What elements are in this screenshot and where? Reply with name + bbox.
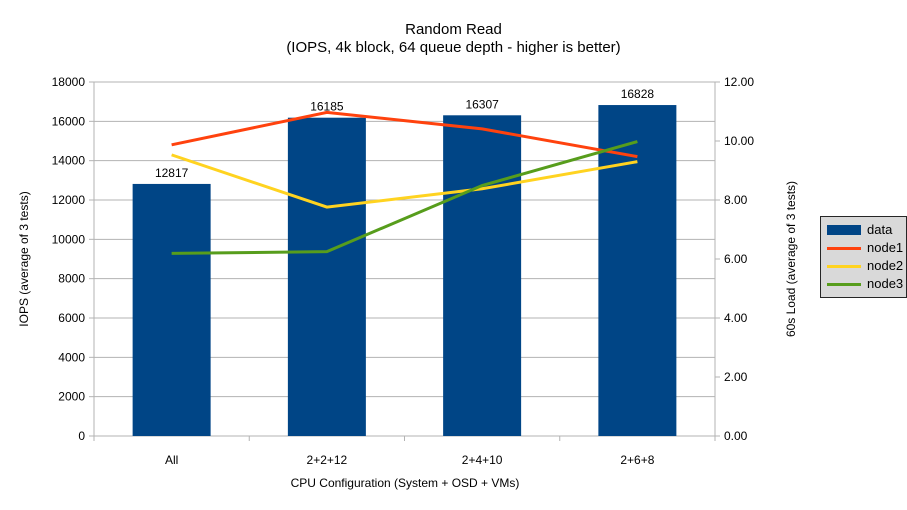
bar [443,115,522,437]
left-axis-tick-label: 2000 [58,390,85,404]
series-line-node1 [171,110,638,159]
series-line-node2 [171,153,638,209]
right-axis-tick-label: 0.00 [724,429,748,443]
left-axis-tick-label: 14000 [52,154,86,168]
x-category-label: 2+2+12 [307,453,348,467]
legend-item-node1: node1 [827,239,903,257]
left-axis-tick-label: 6000 [58,311,85,325]
chart-title-subtitle: (IOPS, 4k block, 64 queue depth - higher… [286,39,621,56]
legend-label-data: data [867,222,893,237]
right-axis-tick-label: 2.00 [724,370,748,384]
x-category-label: 2+6+8 [620,453,654,467]
right-axis-tick-label: 12.00 [724,75,754,89]
chart-title-main: Random Read [405,21,502,38]
x-category-label: 2+4+10 [462,453,503,467]
bar-value-label: 16185 [310,100,344,114]
bar-value-label: 16307 [465,97,499,111]
left-axis-title: IOPS (average of 3 tests) [17,191,31,327]
right-axis-title: 60s Load (average of 3 tests) [784,180,798,338]
x-category-label: All [165,453,178,467]
right-axis-tick-label: 4.00 [724,311,748,325]
bar [598,105,677,437]
bar [287,117,366,436]
right-axis-tick-label: 8.00 [724,193,748,207]
legend-item-node2: node2 [827,257,903,275]
bar-value-label: 12817 [155,166,189,180]
series-line-node3 [171,140,638,255]
legend-swatch-node2 [827,264,861,268]
chart-title: Random Read (IOPS, 4k block, 64 queue de… [0,21,907,57]
x-axis-title: CPU Configuration (System + OSD + VMs) [290,476,520,490]
left-axis-tick-label: 12000 [52,193,86,207]
legend-item-data: data [827,221,903,239]
left-axis-tick-label: 0 [78,429,85,443]
right-axis-tick-label: 6.00 [724,252,748,266]
left-axis-tick-label: 18000 [52,75,86,89]
bar-value-label: 16828 [621,87,655,101]
left-axis-tick-label: 16000 [52,114,86,128]
left-axis-tick-label: 8000 [58,272,85,286]
legend: data node1 node2 node3 [820,216,907,298]
left-axis-tick-label: 10000 [52,232,86,246]
legend-label-node1: node1 [867,240,904,255]
left-axis-tick-label: 4000 [58,350,85,364]
legend-label-node2: node2 [867,258,904,273]
legend-label-node3: node3 [867,276,904,291]
bar [132,183,211,436]
legend-swatch-data [827,225,861,235]
legend-swatch-node3 [827,282,861,286]
legend-item-node3: node3 [827,275,903,293]
right-axis-tick-label: 10.00 [724,134,754,148]
legend-swatch-node1 [827,246,861,250]
